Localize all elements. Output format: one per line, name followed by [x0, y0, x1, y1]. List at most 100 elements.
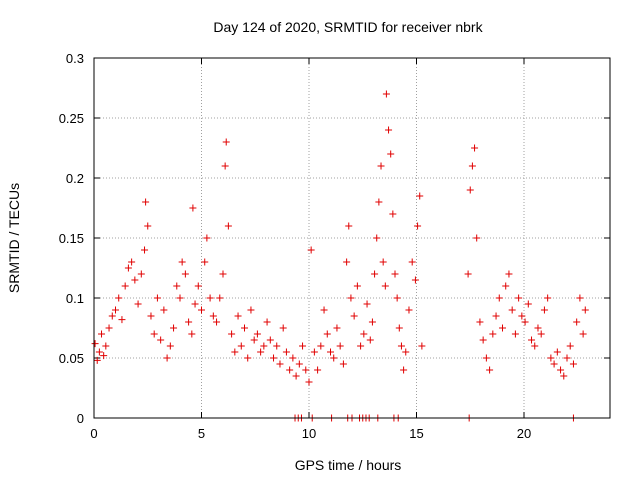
- data-point: [198, 306, 205, 314]
- data-point: [320, 306, 328, 314]
- data-point: [170, 324, 178, 332]
- data-point: [292, 372, 300, 380]
- data-point: [105, 324, 113, 332]
- data-point: [118, 316, 126, 324]
- data-point: [544, 294, 552, 302]
- data-point: [486, 366, 494, 374]
- data-point: [163, 354, 171, 362]
- data-point: [160, 306, 168, 314]
- data-points: [91, 90, 589, 422]
- data-point: [414, 222, 422, 230]
- data-point: [576, 294, 584, 302]
- data-point: [201, 258, 209, 266]
- data-point: [476, 318, 484, 326]
- data-point: [524, 300, 532, 308]
- data-point: [289, 354, 297, 362]
- x-axis-label: GPS time / hours: [295, 457, 402, 473]
- plot-frame: [93, 57, 611, 419]
- data-point: [147, 312, 155, 320]
- data-point: [253, 330, 261, 338]
- data-point: [257, 348, 265, 356]
- data-point: [108, 312, 116, 320]
- data-point: [528, 336, 536, 344]
- data-point: [98, 330, 106, 338]
- data-point: [395, 324, 403, 332]
- data-point: [473, 234, 481, 242]
- data-point: [194, 282, 202, 290]
- data-point: [317, 342, 325, 350]
- data-point: [382, 90, 390, 98]
- data-point: [375, 198, 383, 206]
- data-point: [213, 318, 221, 326]
- data-point: [515, 294, 523, 302]
- data-point: [305, 378, 313, 386]
- data-point: [250, 336, 258, 344]
- data-point: [282, 348, 290, 356]
- data-point: [234, 312, 242, 320]
- data-point: [333, 324, 341, 332]
- data-point: [560, 372, 568, 380]
- data-point: [141, 246, 149, 254]
- data-point: [224, 222, 232, 230]
- data-point: [579, 330, 587, 338]
- data-point: [381, 282, 389, 290]
- data-point: [286, 366, 294, 374]
- data-point: [566, 342, 574, 350]
- data-point: [397, 342, 405, 350]
- data-point: [379, 258, 387, 266]
- data-point: [363, 300, 371, 308]
- data-point: [482, 354, 490, 362]
- data-point: [134, 300, 142, 308]
- data-point: [142, 198, 150, 206]
- data-point: [505, 270, 513, 278]
- data-point: [518, 312, 526, 320]
- data-point: [357, 342, 365, 350]
- x-tick-label: 5: [198, 426, 205, 441]
- data-point: [260, 342, 268, 350]
- data-point: [339, 360, 347, 368]
- data-point: [128, 258, 136, 266]
- data-point: [302, 366, 310, 374]
- data-point: [405, 306, 413, 314]
- data-point: [95, 348, 103, 356]
- x-tick-label: 0: [90, 426, 97, 441]
- data-point: [418, 342, 426, 350]
- data-point: [389, 210, 397, 218]
- y-tick-label: 0.1: [66, 291, 84, 306]
- data-point: [150, 330, 158, 338]
- data-point: [511, 330, 519, 338]
- data-point: [228, 330, 236, 338]
- data-point: [377, 162, 385, 170]
- data-point: [531, 342, 539, 350]
- data-point: [492, 312, 500, 320]
- data-point: [209, 312, 217, 320]
- data-point: [206, 294, 214, 302]
- data-point: [157, 336, 165, 344]
- data-point: [489, 330, 497, 338]
- data-point: [330, 354, 338, 362]
- y-tick-label: 0.25: [59, 111, 84, 126]
- data-point: [464, 270, 472, 278]
- data-point: [347, 294, 355, 302]
- data-point: [314, 366, 322, 374]
- data-point: [371, 270, 379, 278]
- data-point: [216, 294, 224, 302]
- data-point: [547, 354, 555, 362]
- data-point: [557, 366, 565, 374]
- data-point: [416, 192, 424, 200]
- data-point: [222, 138, 230, 146]
- data-point: [343, 258, 351, 266]
- data-point: [237, 342, 245, 350]
- data-point: [373, 234, 381, 242]
- data-point: [502, 282, 510, 290]
- data-point: [336, 342, 344, 350]
- data-point: [495, 294, 503, 302]
- data-point: [91, 340, 99, 348]
- data-point: [353, 282, 361, 290]
- data-point: [241, 324, 248, 332]
- data-point: [327, 348, 334, 356]
- data-point: [411, 276, 419, 284]
- data-point: [244, 354, 252, 362]
- data-point: [203, 234, 211, 242]
- y-axis-label: SRMTID / TECUs: [6, 183, 22, 293]
